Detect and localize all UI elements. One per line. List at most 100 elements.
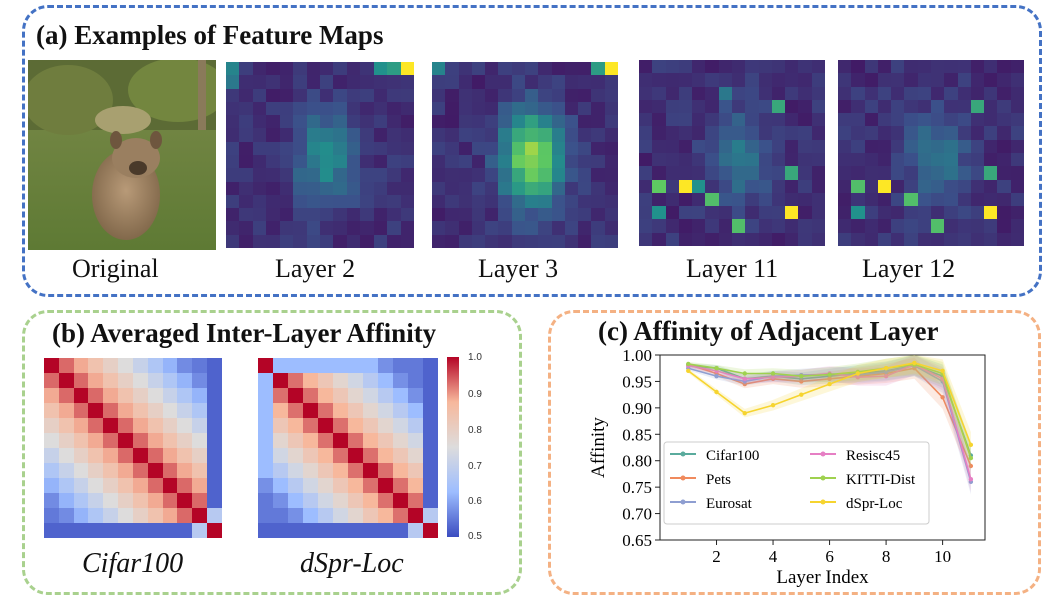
feature-cell	[485, 154, 499, 169]
feature-cell	[564, 62, 579, 76]
heatmap-cell	[192, 478, 208, 493]
feature-cell	[578, 168, 592, 182]
feature-cell	[387, 234, 401, 248]
feature-cell	[471, 154, 486, 169]
feature-cell	[458, 75, 472, 89]
feature-cell	[432, 221, 446, 235]
heatmap-cell	[348, 373, 363, 388]
feature-cell	[306, 101, 320, 116]
legend-label: Pets	[706, 472, 731, 488]
feature-cell	[891, 139, 905, 153]
feature-cell	[917, 192, 931, 207]
heatmap-cell	[207, 523, 222, 538]
feature-cell	[511, 88, 525, 102]
heatmap-cell	[258, 463, 273, 478]
feature-cell	[877, 232, 892, 246]
feature-cell	[226, 75, 240, 89]
feature-cell	[1010, 219, 1024, 233]
heatmap-cell	[177, 403, 193, 418]
heatmap-cell	[378, 448, 393, 463]
feature-cell	[997, 126, 1011, 140]
feature-cell	[360, 181, 374, 195]
feature-cell	[226, 141, 240, 155]
feature-cell	[252, 101, 267, 116]
feature-cell	[930, 179, 945, 193]
feature-cell	[785, 60, 799, 74]
heatmap-cell	[147, 388, 163, 403]
heatmap-cell	[258, 358, 273, 373]
heatmap-cell	[132, 493, 148, 508]
feature-cell	[944, 219, 958, 233]
data-point	[742, 371, 747, 376]
feature-cell	[306, 168, 320, 182]
feature-cell	[904, 73, 918, 87]
heatmap-cell	[348, 523, 363, 538]
heatmap-cell	[162, 523, 178, 538]
feature-cell	[771, 126, 786, 140]
feature-cell	[511, 208, 525, 222]
adjacent-affinity-chart: 1.00 0.95 0.90 0.85 0.80 0.75 0.70 0.65 2 4 6 8 10 La…	[588, 346, 986, 588]
feature-cell	[485, 62, 499, 76]
feature-cell	[891, 126, 905, 140]
feature-cell	[511, 62, 525, 76]
heatmap-cell	[207, 388, 222, 403]
feature-cell	[731, 86, 746, 100]
heatmap-cell	[333, 448, 348, 463]
feature-cell	[692, 192, 706, 207]
heatmap-cell	[408, 403, 423, 418]
feature-cell	[252, 141, 267, 155]
feature-cell	[266, 62, 280, 76]
feature-cell	[997, 232, 1011, 246]
feature-cell	[400, 208, 414, 222]
feature-cell	[373, 141, 388, 155]
heatmap-cell	[103, 493, 119, 508]
heatmap-cell	[318, 508, 333, 523]
heatmap-cell	[393, 478, 408, 493]
feature-cell	[678, 219, 693, 233]
feature-cell	[445, 208, 459, 222]
legend-label: KITTI-Dist	[846, 472, 916, 488]
heatmap-cell	[88, 388, 104, 403]
feature-cell	[320, 154, 334, 169]
feature-cell	[877, 86, 892, 100]
panel-c-title: (c) Affinity of Adjacent Layer	[598, 316, 939, 346]
feature-cell	[665, 152, 679, 167]
feature-cell	[373, 208, 388, 222]
feature-cell	[604, 181, 618, 195]
data-point	[827, 381, 832, 387]
feature-cell	[333, 115, 347, 129]
feature-cell	[400, 88, 414, 102]
feature-cell	[957, 166, 971, 180]
feature-cell	[798, 192, 812, 207]
heatmap-cell	[273, 478, 288, 493]
legend-box	[663, 441, 930, 525]
heatmap-cell	[363, 448, 378, 463]
heatmap-cell	[118, 358, 133, 373]
feature-cell	[652, 113, 666, 127]
heatmap-cell	[423, 433, 438, 448]
feature-cell	[639, 126, 653, 140]
heatmap-cell	[393, 418, 408, 433]
legend-label: dSpr-Loc	[846, 496, 903, 512]
feature-cell	[387, 208, 401, 222]
feature-cell	[678, 99, 693, 114]
heatmap-cell	[378, 433, 393, 448]
feature-cell	[306, 128, 320, 142]
feature-cell	[551, 234, 565, 248]
feature-cell	[665, 192, 679, 207]
feature-cell	[930, 139, 945, 153]
feature-cell	[718, 232, 732, 246]
heatmap-cell	[207, 403, 222, 418]
feature-cell	[984, 60, 998, 74]
feature-cell	[891, 73, 905, 87]
heatmap-cell	[162, 448, 178, 463]
heatmap-cell	[363, 418, 378, 433]
feature-cell	[458, 181, 472, 195]
heatmap-cell	[393, 358, 408, 373]
heatmap-cell	[303, 358, 318, 373]
feature-cell	[458, 154, 472, 169]
feature-cell	[665, 232, 679, 246]
feature-cell	[551, 101, 565, 116]
feature-cell	[524, 234, 539, 248]
feature-cell	[458, 62, 472, 76]
